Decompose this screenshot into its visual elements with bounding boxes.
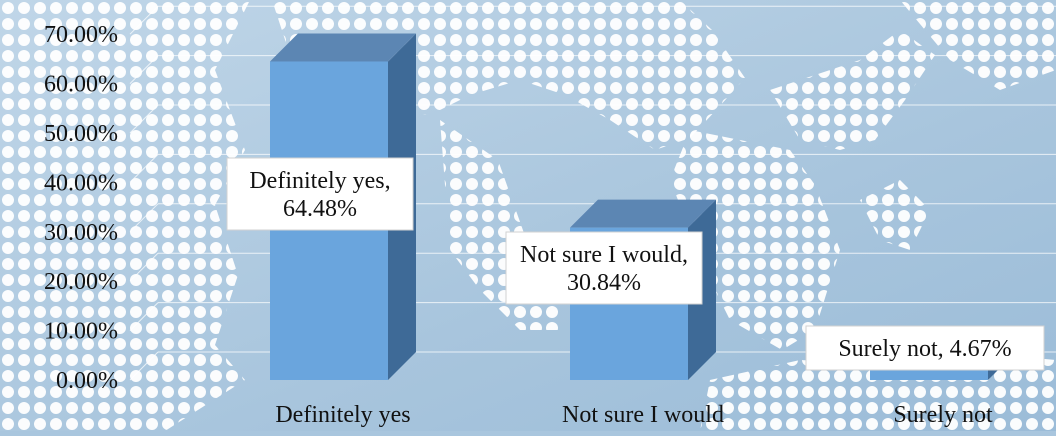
- y-tick-label: 40.00%: [44, 170, 118, 196]
- data-label-text: Definitely yes, 64.48%: [249, 168, 390, 222]
- gridline: [129, 302, 159, 331]
- data-label-box: [805, 325, 1045, 371]
- y-axis: 0.00% 10.00% 20.00% 30.00% 40.00% 50.00% 60.00…: [44, 22, 118, 394]
- data-label-box: [226, 157, 414, 231]
- y-tick-label: 20.00%: [44, 269, 118, 295]
- y-tick-label: 70.00%: [44, 22, 118, 48]
- data-label: Definitely yes, 64.48%: [226, 157, 414, 231]
- gridline: [129, 252, 159, 282]
- x-tick-label: Definitely yes: [275, 402, 410, 428]
- bar-top-face: [270, 33, 416, 62]
- data-label: Not sure I would, 30.84%: [505, 231, 703, 305]
- data-labels: Definitely yes, 64.48% Not sure I would, 30…: [226, 157, 1045, 371]
- gridline: [129, 55, 159, 84]
- bar-top-face: [570, 199, 716, 228]
- data-label: Surely not, 4.67%: [805, 325, 1045, 371]
- y-tick-label: 10.00%: [44, 319, 118, 345]
- x-tick-label: Not sure I would: [562, 402, 724, 428]
- y-tick-label: 0.00%: [56, 368, 118, 394]
- data-label-box: [505, 231, 703, 305]
- data-label-text: Surely not, 4.67%: [838, 336, 1011, 362]
- x-tick-label: Surely not: [893, 402, 993, 428]
- gridline: [129, 203, 159, 233]
- y-tick-label: 50.00%: [44, 121, 118, 147]
- gridline: [129, 351, 159, 381]
- gridline: [129, 5, 159, 35]
- gridline: [129, 104, 159, 134]
- data-label-text: Not sure I would, 30.84%: [520, 242, 688, 296]
- x-axis: Definitely yes Not sure I would Surely not: [275, 402, 993, 428]
- y-tick-label: 60.00%: [44, 72, 118, 98]
- y-tick-label: 30.00%: [44, 220, 118, 246]
- gridline: [129, 154, 159, 183]
